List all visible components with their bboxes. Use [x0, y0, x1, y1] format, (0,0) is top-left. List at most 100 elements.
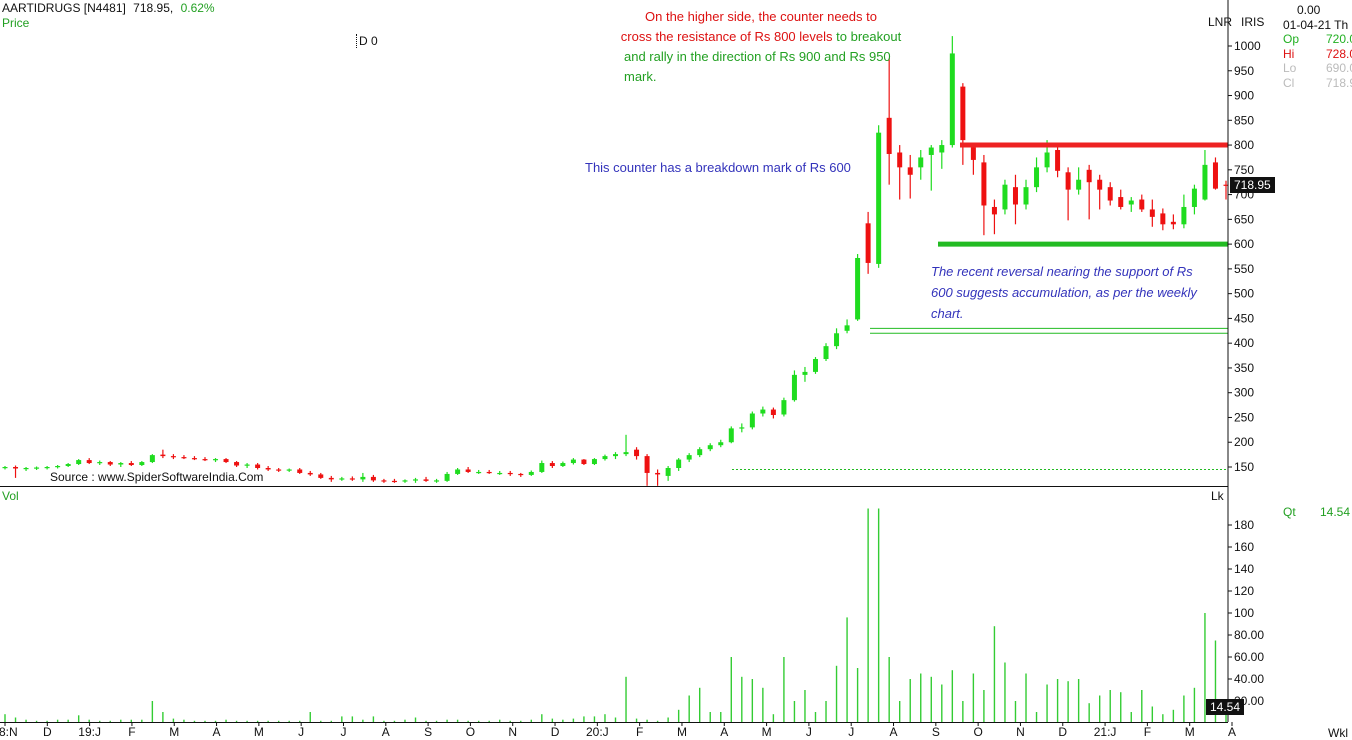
candle-body	[1086, 169, 1092, 183]
price-tick-label: 150	[1234, 460, 1254, 474]
qt-label: Qt	[1283, 505, 1296, 519]
candle-body	[918, 157, 924, 168]
x-tick-label: D	[551, 725, 560, 739]
volume-bars	[4, 508, 1227, 722]
x-tick-label: M	[1185, 725, 1195, 739]
ohlc-value: 720.00	[1326, 32, 1352, 46]
ohlc-label: Hi	[1283, 46, 1295, 61]
candle-body	[486, 471, 492, 474]
candle-body	[1076, 179, 1082, 190]
x-tick-label: 21:J	[1094, 725, 1117, 739]
candle-body	[423, 479, 429, 481]
candle-body	[1065, 172, 1071, 190]
candle-body	[34, 467, 40, 469]
annotation-top-line2-red: cross the resistance of Rs 800 levels	[620, 29, 833, 44]
candle-body	[1160, 213, 1166, 225]
candle-body	[234, 462, 240, 466]
price-tick-label: 650	[1234, 212, 1254, 226]
price-tick-label: 800	[1234, 138, 1254, 152]
candle-body	[1170, 221, 1176, 225]
candle-body	[581, 459, 587, 465]
candle-body	[507, 472, 513, 475]
candle-body	[328, 477, 334, 480]
candle-body	[655, 472, 661, 475]
header-bar: AARTIDRUGS [N4481] 718.95, 0.62%	[2, 1, 215, 15]
candle-body	[434, 480, 440, 482]
last-volume-tag-text: 14.54	[1210, 700, 1241, 714]
ohlc-value: 690.00	[1326, 61, 1352, 75]
candle-body	[876, 132, 882, 264]
volume-tick-label: 60.00	[1234, 650, 1264, 664]
candle-body	[202, 459, 208, 461]
level-lines	[732, 142, 1228, 470]
change-value: 0.62%	[180, 1, 215, 15]
ohlc-value: 728.00	[1326, 46, 1352, 61]
candle-body	[760, 409, 766, 414]
lnr-button[interactable]: LNR	[1208, 15, 1233, 29]
candle-body	[834, 333, 840, 347]
candle-body	[886, 117, 892, 154]
candle-body	[781, 400, 787, 415]
candle-body	[749, 413, 755, 428]
price-value: 718.95,	[133, 1, 174, 15]
candle-body	[560, 463, 566, 467]
candle-body	[707, 445, 713, 450]
resistance-annotation: On the higher side, the counter needs to…	[596, 7, 926, 87]
last-price-tag-text: 718.95	[1234, 178, 1271, 192]
x-tick-label: A	[890, 725, 898, 739]
candle-body	[1128, 200, 1134, 205]
candle-body	[444, 473, 450, 481]
volume-tick-label: 140	[1234, 562, 1254, 576]
candle-body	[1212, 162, 1218, 189]
candle-body	[170, 456, 176, 458]
price-tick-label: 350	[1234, 361, 1254, 375]
candle-body	[981, 162, 987, 206]
x-tick-label: O	[973, 725, 982, 739]
volume-tick-label: 160	[1234, 540, 1254, 554]
d-indicator-text: D 0	[359, 34, 378, 48]
candle-body	[370, 476, 376, 481]
candle-body	[76, 460, 82, 465]
candle-body	[65, 464, 71, 467]
candle-body	[855, 257, 861, 320]
candle-body	[160, 454, 166, 457]
candle-body	[1034, 167, 1040, 188]
candle-body	[897, 152, 903, 168]
candle-body	[1118, 197, 1124, 207]
x-tick-label: 19:J	[78, 725, 101, 739]
candle-body	[1107, 187, 1113, 201]
x-tick-label: O	[466, 725, 475, 739]
price-tick-label: 750	[1234, 163, 1254, 177]
price-tick-label: 900	[1234, 89, 1254, 103]
candle-body	[276, 469, 282, 471]
candle-body	[1181, 206, 1187, 225]
candle-body	[402, 480, 408, 482]
price-candles	[2, 36, 1229, 486]
candle-body	[960, 86, 966, 141]
candle-body	[255, 464, 261, 468]
candle-body	[307, 472, 313, 475]
info-day-text: Th	[1334, 18, 1349, 32]
candle-body	[244, 464, 250, 466]
candle-body	[676, 459, 682, 468]
price-tick-label: 450	[1234, 311, 1254, 325]
ohlc-row-hi: Hi 728.00	[1283, 47, 1352, 61]
ohlc-label: Lo	[1283, 61, 1297, 75]
candle-body	[613, 454, 618, 457]
candle-body	[1012, 187, 1018, 205]
annotation-top-line4: mark.	[624, 69, 657, 84]
candle-body	[518, 473, 524, 476]
candle-body	[591, 459, 597, 465]
candle-body	[349, 478, 355, 480]
candle-body	[823, 346, 829, 360]
candle-body	[802, 371, 808, 375]
candle-body	[1139, 199, 1145, 210]
candle-body	[770, 409, 776, 415]
iris-button[interactable]: IRIS	[1241, 15, 1265, 29]
symbol-label: AARTIDRUGS [N4481]	[2, 1, 126, 15]
axes: 1502002503003504004505005506006507007508…	[0, 0, 1264, 739]
d-indicator-label: D 0	[356, 34, 378, 48]
price-panel-label: Price	[2, 16, 30, 30]
price-tick-label: 950	[1234, 64, 1254, 78]
